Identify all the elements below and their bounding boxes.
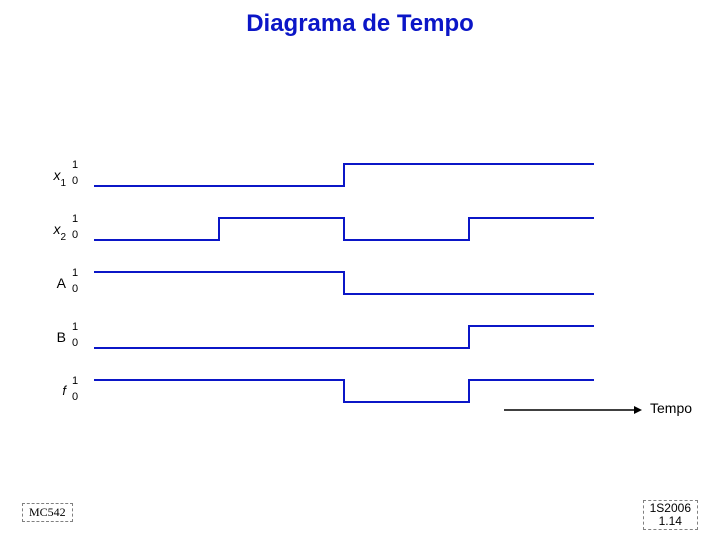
signal-label-A: A — [40, 275, 66, 291]
level-labels-f: 10 — [72, 373, 78, 405]
signal-label-B: B — [40, 329, 66, 345]
tempo-arrow — [94, 400, 644, 420]
level-labels-x1: 10 — [72, 157, 78, 189]
signal-row-B: B10 — [70, 322, 670, 356]
signal-label-f: f — [40, 383, 66, 398]
waveform-B — [94, 322, 594, 356]
level-labels-B: 10 — [72, 319, 78, 351]
waveform-x1 — [94, 160, 594, 194]
waveform-A — [94, 268, 594, 302]
signal-row-x2: x210 — [70, 214, 670, 248]
course-badge: MC542 — [22, 503, 73, 522]
page-title: Diagrama de Tempo — [0, 10, 720, 38]
level-labels-A: 10 — [72, 265, 78, 297]
signal-label-x2: x2 — [40, 221, 66, 241]
badge-right-line2: 1.14 — [659, 514, 682, 528]
tempo-axis-label: Tempo — [650, 400, 692, 416]
signal-label-x1: x1 — [40, 167, 66, 187]
level-labels-x2: 10 — [72, 211, 78, 243]
badge-right-line1: 1S2006 — [650, 501, 691, 515]
signal-row-x1: x110 — [70, 160, 670, 194]
slide-number-badge: 1S2006 1.14 — [643, 500, 698, 530]
timing-diagram: x110x210A10B10f10Tempo — [70, 160, 670, 430]
waveform-x2 — [94, 214, 594, 248]
signal-row-A: A10 — [70, 268, 670, 302]
